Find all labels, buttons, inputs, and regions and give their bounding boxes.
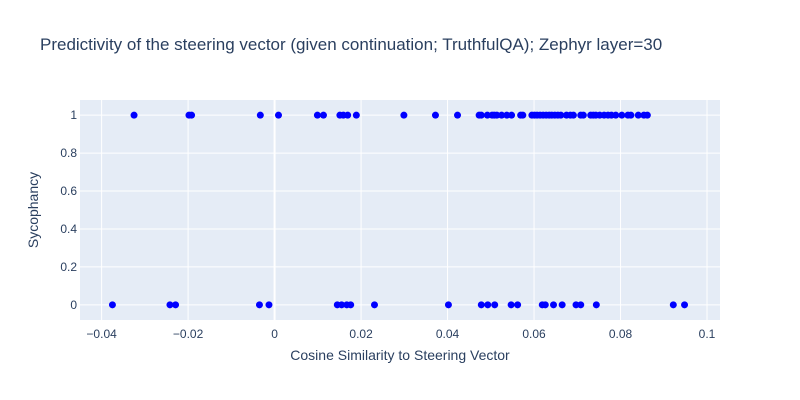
data-point bbox=[454, 111, 462, 119]
data-point bbox=[431, 111, 439, 119]
data-point bbox=[352, 111, 360, 119]
x-tick-label: 0 bbox=[271, 327, 278, 341]
data-point bbox=[400, 111, 408, 119]
data-point bbox=[681, 301, 689, 309]
data-point bbox=[557, 111, 565, 119]
data-point bbox=[477, 111, 485, 119]
data-point bbox=[669, 301, 677, 309]
data-point bbox=[256, 111, 264, 119]
data-point bbox=[265, 301, 273, 309]
data-point bbox=[627, 111, 635, 119]
data-point bbox=[347, 301, 355, 309]
y-tick-label: 0 bbox=[70, 298, 77, 312]
x-tick-labels: −0.04 −0.02 0 0.02 0.04 0.06 0.08 0.1 bbox=[86, 327, 715, 341]
data-point bbox=[344, 111, 352, 119]
data-point bbox=[255, 301, 263, 309]
data-point bbox=[188, 111, 196, 119]
y-tick-label: 0.6 bbox=[60, 184, 77, 198]
chart-title: Predictivity of the steering vector (giv… bbox=[40, 35, 662, 54]
data-point bbox=[508, 111, 516, 119]
data-point bbox=[108, 301, 116, 309]
data-point bbox=[498, 111, 506, 119]
y-tick-label: 0.4 bbox=[60, 222, 77, 236]
x-tick-label: 0.1 bbox=[699, 327, 716, 341]
x-tick-label: 0.02 bbox=[349, 327, 373, 341]
y-tick-label: 0.8 bbox=[60, 146, 77, 160]
data-point bbox=[579, 111, 587, 119]
data-point bbox=[541, 301, 549, 309]
data-point bbox=[172, 301, 180, 309]
data-point bbox=[519, 111, 527, 119]
data-point bbox=[444, 301, 452, 309]
plot-area bbox=[80, 100, 720, 320]
data-point bbox=[507, 301, 515, 309]
data-point bbox=[569, 111, 577, 119]
x-tick-label: −0.02 bbox=[173, 327, 204, 341]
x-tick-label: 0.04 bbox=[436, 327, 460, 341]
data-point bbox=[577, 301, 585, 309]
data-point bbox=[550, 301, 558, 309]
data-point bbox=[643, 111, 651, 119]
x-tick-label: 0.06 bbox=[522, 327, 546, 341]
data-point bbox=[634, 111, 642, 119]
y-tick-label: 1 bbox=[70, 108, 77, 122]
data-point bbox=[130, 111, 138, 119]
data-point bbox=[484, 301, 492, 309]
x-gridlines bbox=[101, 100, 708, 320]
data-point bbox=[338, 301, 346, 309]
data-point bbox=[618, 111, 626, 119]
data-point bbox=[592, 301, 600, 309]
data-point bbox=[477, 301, 485, 309]
data-point bbox=[166, 301, 174, 309]
data-point bbox=[491, 301, 499, 309]
y-tick-label: 0.2 bbox=[60, 260, 77, 274]
x-tick-label: −0.04 bbox=[86, 327, 117, 341]
data-point bbox=[558, 301, 566, 309]
data-point bbox=[313, 111, 321, 119]
data-points bbox=[108, 111, 689, 309]
x-axis-title: Cosine Similarity to Steering Vector bbox=[290, 347, 510, 363]
data-point bbox=[274, 111, 282, 119]
data-point bbox=[612, 111, 620, 119]
x-tick-label: 0.08 bbox=[609, 327, 633, 341]
data-point bbox=[319, 111, 327, 119]
data-point bbox=[370, 301, 378, 309]
data-point bbox=[514, 301, 522, 309]
y-tick-labels: 0 0.2 0.4 0.6 0.8 1 bbox=[60, 108, 77, 312]
y-axis-title: Sycophancy bbox=[25, 172, 41, 248]
